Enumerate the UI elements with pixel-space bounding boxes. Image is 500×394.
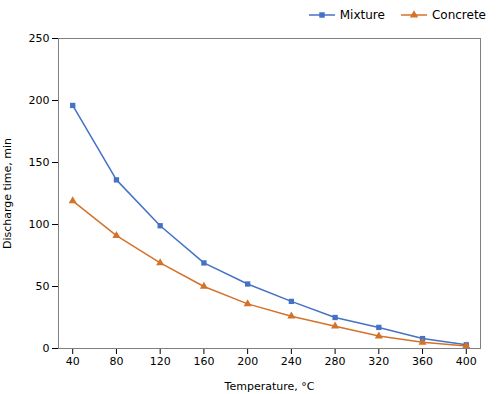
svg-text:120: 120 [150,355,171,368]
html-text:Concrete: Concrete [431,8,486,22]
svg-text:80: 80 [109,355,123,368]
svg-text:Temperature, °C: Temperature, °C [224,380,315,393]
svg-text:Discharge time, min: Discharge time, min [1,138,14,249]
svg-text:0: 0 [43,342,50,355]
svg-text:50: 50 [36,280,50,293]
svg-text:280: 280 [325,355,346,368]
svg-text:200: 200 [237,355,258,368]
svg-text:40: 40 [66,355,80,368]
svg-text:150: 150 [29,156,50,169]
svg-text:100: 100 [29,218,50,231]
svg-text:360: 360 [412,355,433,368]
svg-text:320: 320 [368,355,389,368]
html-text:Mixture: Mixture [339,8,385,22]
svg-text:400: 400 [456,355,477,368]
svg-text:240: 240 [281,355,302,368]
svg-text:250: 250 [29,32,50,45]
svg-text:200: 200 [29,94,50,107]
svg-text:160: 160 [193,355,214,368]
